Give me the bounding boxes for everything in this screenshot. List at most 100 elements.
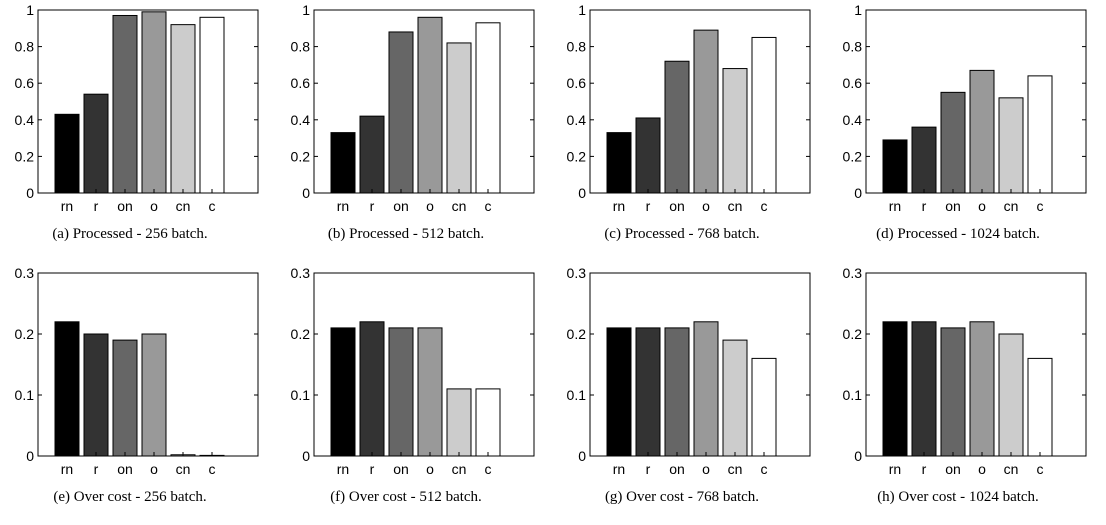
x-tick-label: on — [669, 461, 685, 477]
bar-o — [417, 16, 443, 194]
bar-rn — [330, 132, 356, 194]
x-tick-label: c — [485, 198, 492, 214]
x-tick-label: c — [1037, 198, 1044, 214]
y-tick-label: 0.1 — [567, 387, 587, 403]
bar-chart-f: 0 0.1 0.2 0.3 rn r on o cn c — [291, 265, 535, 477]
bar-r — [83, 333, 109, 457]
x-tick-label: o — [978, 198, 986, 214]
y-tick-label: 0.4 — [567, 112, 587, 128]
y-tick-label: 0.1 — [843, 387, 863, 403]
x-tick-label: cn — [452, 461, 467, 477]
y-tick-label: 0.2 — [15, 326, 35, 342]
bar-r — [83, 93, 109, 194]
x-tick-label: cn — [1004, 461, 1019, 477]
bar-on — [940, 91, 966, 194]
x-tick-label: c — [209, 198, 216, 214]
caption-a: (a) Processed - 256 batch. — [52, 226, 208, 242]
panel-a: 0 0.2 0.4 0.6 0.8 1 rn r on o cn c (a) Processed - … — [0, 0, 276, 262]
bar-rn — [54, 113, 80, 194]
bar-o — [141, 11, 167, 194]
caption-c: (c) Processed - 768 batch. — [604, 226, 760, 242]
y-tick-label: 1 — [854, 2, 862, 18]
x-tick-label: on — [945, 198, 961, 214]
bar-o — [141, 333, 167, 457]
bar-on — [388, 31, 414, 194]
caption-f: (f) Over cost - 512 batch. — [330, 489, 482, 505]
x-tick-label: rn — [889, 198, 901, 214]
bar-c — [751, 357, 777, 457]
bar-cn — [998, 333, 1024, 457]
panel-h: 0 0.1 0.2 0.3 rn r on o cn c (h) Over cost - 1024… — [828, 263, 1104, 525]
x-tick-label: rn — [337, 198, 349, 214]
x-tick-label: rn — [613, 461, 625, 477]
bar-r — [635, 327, 661, 457]
x-tick-label: cn — [728, 461, 743, 477]
x-tick-label: cn — [176, 461, 191, 477]
x-tick-label: c — [761, 461, 768, 477]
x-tick-label: cn — [728, 198, 743, 214]
x-tick-label: c — [761, 198, 768, 214]
bar-rn — [330, 327, 356, 457]
y-tick-label: 0 — [26, 448, 34, 464]
y-tick-label: 0.8 — [15, 39, 35, 55]
panel-f: 0 0.1 0.2 0.3 rn r on o cn c (f) Over cost - 512 … — [276, 263, 552, 525]
y-tick-label: 0 — [578, 448, 586, 464]
y-tick-label: 0.1 — [291, 387, 311, 403]
y-tick-label: 0.4 — [843, 112, 863, 128]
bar-on — [388, 327, 414, 457]
x-tick-label: r — [646, 198, 651, 214]
y-tick-label: 0 — [854, 185, 862, 201]
caption-b: (b) Processed - 512 batch. — [327, 226, 485, 242]
y-tick-label: 0.2 — [567, 148, 587, 164]
x-tick-label: c — [1037, 461, 1044, 477]
bar-chart-a: 0 0.2 0.4 0.6 0.8 1 rn r on o cn c — [15, 2, 259, 214]
y-tick-label: 0.6 — [567, 75, 587, 91]
x-tick-label: rn — [889, 461, 901, 477]
x-tick-label: on — [117, 198, 133, 214]
x-tick-label: r — [94, 198, 99, 214]
x-tick-label: r — [922, 461, 927, 477]
x-tick-label: o — [702, 198, 710, 214]
bar-chart-c: 0 0.2 0.4 0.6 0.8 1 rn r on o cn c — [567, 2, 811, 214]
panel-g: 0 0.1 0.2 0.3 rn r on o cn c (g) Over cost - 768 … — [552, 263, 828, 525]
y-tick-label: 0.6 — [843, 75, 863, 91]
x-tick-label: cn — [452, 198, 467, 214]
bar-o — [693, 29, 719, 194]
bar-on — [112, 339, 138, 457]
y-tick-label: 0.8 — [291, 39, 311, 55]
x-tick-label: c — [485, 461, 492, 477]
bar-c — [199, 16, 225, 194]
caption-h: (h) Over cost - 1024 batch. — [877, 489, 1039, 505]
panel-e: 0 0.1 0.2 0.3 rn r on o cn c (e) Over cost - 256 … — [0, 263, 276, 525]
bar-cn — [446, 388, 472, 457]
y-tick-label: 0.2 — [567, 326, 587, 342]
bar-o — [693, 321, 719, 457]
bar-on — [112, 14, 138, 194]
caption-g: (g) Over cost - 768 batch. — [604, 489, 760, 505]
bar-rn — [606, 327, 632, 457]
x-tick-label: on — [393, 198, 409, 214]
x-tick-label: c — [209, 461, 216, 477]
panel-d: 0 0.2 0.4 0.6 0.8 1 rn r on o cn c (d) Processed - … — [828, 0, 1104, 262]
bar-chart-e: 0 0.1 0.2 0.3 rn r on o cn c — [15, 265, 259, 477]
x-tick-label: r — [94, 461, 99, 477]
bar-chart-h: 0 0.1 0.2 0.3 rn r on o cn c — [843, 265, 1087, 477]
bar-cn — [998, 97, 1024, 194]
y-tick-label: 0.6 — [15, 75, 35, 91]
y-tick-label: 1 — [578, 2, 586, 18]
y-tick-label: 0.8 — [567, 39, 587, 55]
y-tick-label: 0.4 — [15, 112, 35, 128]
bar-chart-b: 0 0.2 0.4 0.6 0.8 1 rn r on o cn c — [291, 2, 535, 214]
bar-r — [359, 321, 385, 457]
bar-chart-d: 0 0.2 0.4 0.6 0.8 1 rn r on o cn c — [843, 2, 1087, 214]
x-tick-label: r — [370, 461, 375, 477]
x-tick-label: cn — [1004, 198, 1019, 214]
x-tick-label: rn — [337, 461, 349, 477]
x-tick-label: rn — [613, 198, 625, 214]
bar-r — [911, 126, 937, 194]
x-tick-label: r — [646, 461, 651, 477]
panel-c: 0 0.2 0.4 0.6 0.8 1 rn r on o cn c (c) Processed - … — [552, 0, 828, 262]
y-tick-label: 0.2 — [291, 326, 311, 342]
panel-b: 0 0.2 0.4 0.6 0.8 1 rn r on o cn c (b) Processed - … — [276, 0, 552, 262]
